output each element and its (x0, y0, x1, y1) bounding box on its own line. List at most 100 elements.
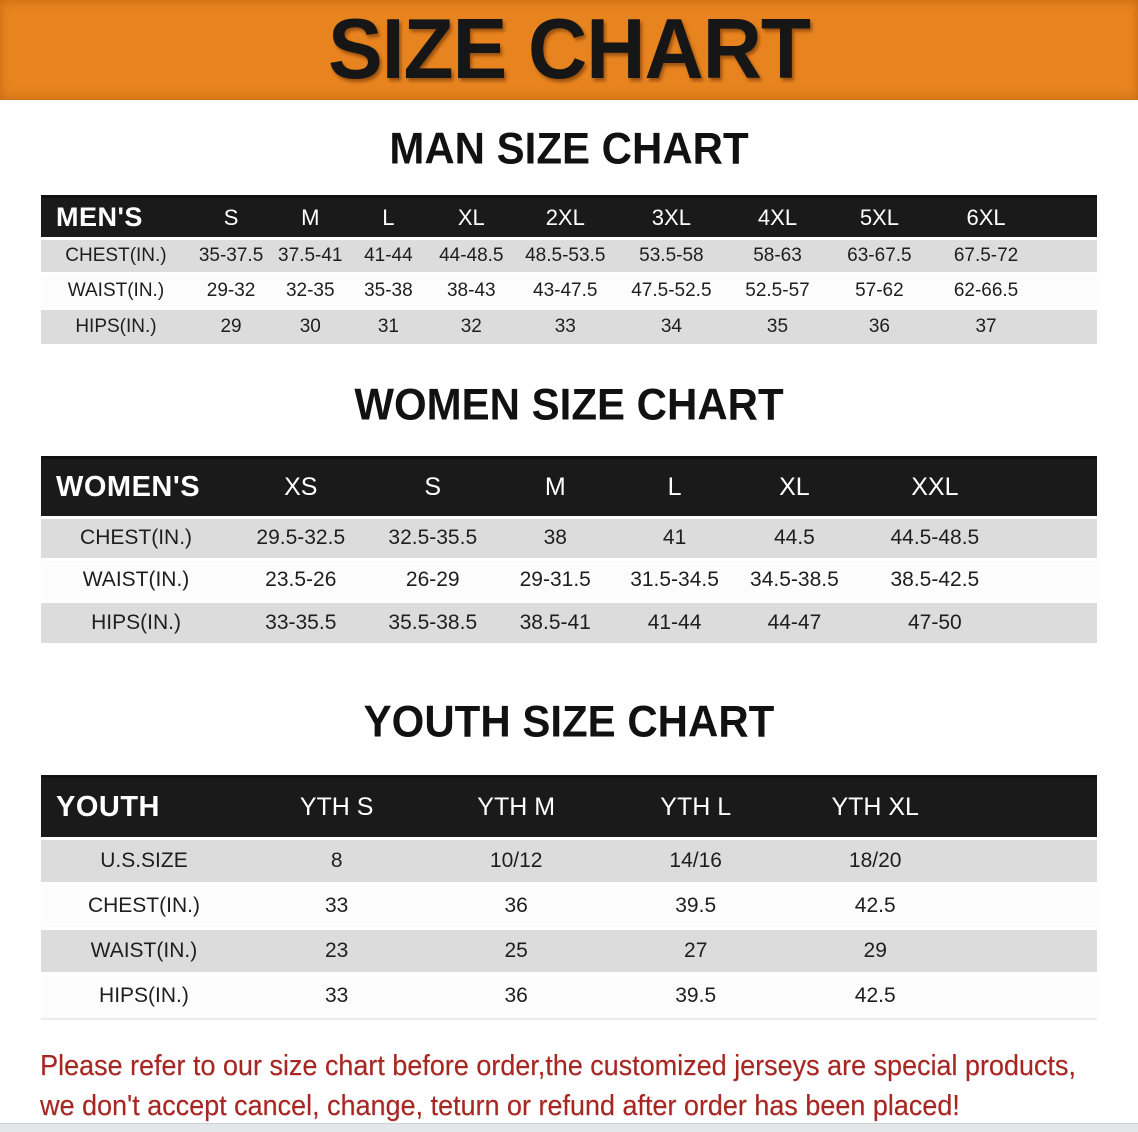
women-size-table: WOMEN'S XS S M L XL XXL CHEST(IN.) 29.5-32.5 32.… (41, 455, 1097, 643)
table-category-label: WOMEN'S (41, 455, 232, 517)
table-row: U.S.SIZE 8 10/12 14/16 18/20 (41, 837, 1097, 884)
row-label: CHEST(IN.) (41, 237, 191, 274)
size-value: 35.5-38.5 (370, 599, 496, 643)
size-value: 53.5-58 (615, 237, 728, 274)
size-value: 37.5-41 (271, 237, 350, 274)
size-value: 18/20 (785, 837, 965, 884)
table-row: CHEST(IN.) 35-37.5 37.5-41 41-44 44-48.5 48.5… (41, 237, 1097, 274)
disclaimer-note: Please refer to our size chart before or… (40, 1046, 1138, 1126)
size-value: 44.5-48.5 (855, 515, 1015, 559)
youth-section-heading: YOUTH SIZE CHART (363, 696, 775, 747)
youth-header-row: YOUTH YTH S YTH M YTH L YTH XL (41, 775, 1097, 839)
size-value: 23.5-26 (231, 557, 371, 601)
size-value: 34 (615, 307, 728, 344)
men-size-table: MEN'S S M L XL 2XL 3XL 4XL 5XL 6XL CHEST(IN.) 35-3… (41, 195, 1097, 344)
men-table-wrap: MEN'S S M L XL 2XL 3XL 4XL 5XL 6XL CHEST(IN.) 35-3… (41, 195, 1097, 344)
spacer-cell (1040, 195, 1097, 239)
size-column-header: 6XL (931, 195, 1041, 239)
size-column-header: XS (231, 455, 371, 517)
disclaimer-line-1: Please refer to our size chart before or… (40, 1049, 1076, 1082)
size-value: 39.5 (605, 972, 786, 1019)
size-value: 43-47.5 (515, 272, 616, 309)
size-column-header: M (495, 455, 616, 517)
size-value: 29 (190, 307, 272, 344)
size-value: 33-35.5 (231, 599, 371, 643)
size-value: 36 (426, 882, 606, 929)
size-column-header: 2XL (515, 195, 616, 239)
spacer-cell (1014, 599, 1097, 643)
size-value: 37 (931, 307, 1041, 344)
spacer-cell (1014, 557, 1097, 601)
table-row: HIPS(IN.) 33-35.5 35.5-38.5 38.5-41 41-44 44-… (41, 599, 1097, 643)
table-row: CHEST(IN.) 29.5-32.5 32.5-35.5 38 41 44.5 44.5… (41, 515, 1097, 559)
size-column-header: YTH L (605, 775, 786, 839)
youth-table-wrap: YOUTH YTH S YTH M YTH L YTH XL U.S.SIZE 8 10/1… (41, 775, 1097, 1020)
women-table-wrap: WOMEN'S XS S M L XL XXL CHEST(IN.) 29.5-32.5 32.… (41, 455, 1097, 643)
size-value: 67.5-72 (931, 237, 1041, 274)
size-column-header: M (271, 195, 350, 239)
youth-size-table: YOUTH YTH S YTH M YTH L YTH XL U.S.SIZE 8 10/1… (41, 775, 1097, 1020)
size-value: 30 (271, 307, 350, 344)
size-value: 33 (246, 882, 427, 929)
size-value: 44-47 (733, 599, 856, 643)
spacer-cell (1014, 515, 1097, 559)
row-label: HIPS(IN.) (41, 599, 232, 643)
size-chart-banner: SIZE CHART (0, 0, 1138, 100)
size-value: 36 (827, 307, 932, 344)
size-column-header: 3XL (615, 195, 728, 239)
spacer-cell (964, 972, 1097, 1019)
table-category-label: MEN'S (41, 195, 191, 239)
row-label: WAIST(IN.) (41, 557, 232, 601)
size-value: 14/16 (605, 837, 786, 884)
women-header-row: WOMEN'S XS S M L XL XXL (41, 455, 1097, 517)
row-label: CHEST(IN.) (41, 515, 232, 559)
size-value: 8 (246, 837, 427, 884)
size-column-header: 5XL (827, 195, 932, 239)
size-value: 52.5-57 (727, 272, 828, 309)
table-row: CHEST(IN.) 33 36 39.5 42.5 (41, 882, 1097, 929)
row-label: CHEST(IN.) (41, 882, 247, 929)
size-column-header: YTH M (426, 775, 606, 839)
size-value: 44.5 (733, 515, 856, 559)
disclaimer-line-2: we don't accept cancel, change, teturn o… (40, 1089, 960, 1122)
size-value: 29 (785, 927, 965, 974)
size-value: 33 (515, 307, 616, 344)
men-header-row: MEN'S S M L XL 2XL 3XL 4XL 5XL 6XL (41, 195, 1097, 239)
size-value: 29-31.5 (495, 557, 616, 601)
size-value: 29-32 (190, 272, 272, 309)
spacer-cell (1040, 307, 1097, 344)
size-value: 32-35 (271, 272, 350, 309)
size-column-header: S (370, 455, 496, 517)
size-value: 33 (246, 972, 427, 1019)
size-value: 38.5-42.5 (855, 557, 1015, 601)
table-row: WAIST(IN.) 29-32 32-35 35-38 38-43 43-47.5 47.… (41, 272, 1097, 309)
spacer-cell (964, 882, 1097, 929)
size-value: 63-67.5 (827, 237, 932, 274)
size-value: 58-63 (727, 237, 828, 274)
spacer-cell (964, 837, 1097, 884)
size-value: 29.5-32.5 (231, 515, 371, 559)
size-value: 32.5-35.5 (370, 515, 496, 559)
size-value: 23 (246, 927, 427, 974)
size-value: 35 (727, 307, 828, 344)
spacer-cell (1014, 455, 1097, 517)
table-row: WAIST(IN.) 23 25 27 29 (41, 927, 1097, 974)
size-value: 34.5-38.5 (733, 557, 856, 601)
size-column-header: L (615, 455, 734, 517)
men-section-heading: MAN SIZE CHART (389, 123, 749, 174)
size-value: 35-37.5 (190, 237, 272, 274)
size-value: 25 (426, 927, 606, 974)
size-column-header: XXL (855, 455, 1015, 517)
row-label: HIPS(IN.) (41, 972, 247, 1019)
size-value: 47.5-52.5 (615, 272, 728, 309)
size-value: 26-29 (370, 557, 496, 601)
row-label: HIPS(IN.) (41, 307, 191, 344)
spacer-cell (1040, 272, 1097, 309)
size-value: 44-48.5 (427, 237, 516, 274)
size-column-header: L (349, 195, 428, 239)
size-value: 57-62 (827, 272, 932, 309)
row-label: WAIST(IN.) (41, 927, 247, 974)
women-section-heading: WOMEN SIZE CHART (354, 379, 784, 429)
row-label: WAIST(IN.) (41, 272, 191, 309)
table-row: WAIST(IN.) 23.5-26 26-29 29-31.5 31.5-34.5 34… (41, 557, 1097, 601)
